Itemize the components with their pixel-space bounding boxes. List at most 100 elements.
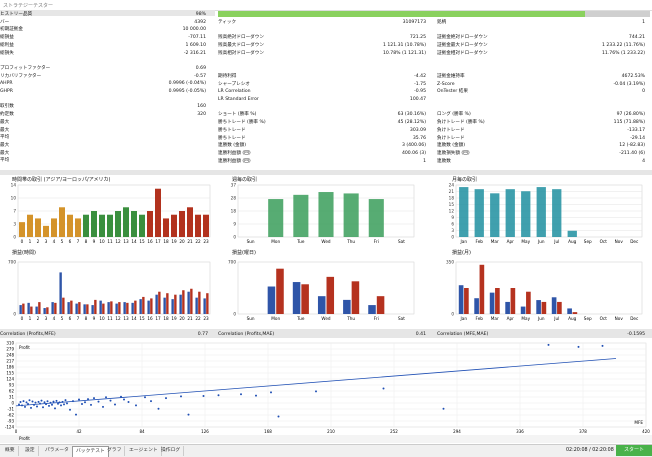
x-tick-label: Feb xyxy=(476,239,484,244)
stat-value: -2 316.21 xyxy=(183,50,206,56)
data-point xyxy=(21,404,23,407)
tab-1[interactable]: 設定 xyxy=(22,446,39,456)
tab-3[interactable]: バックテスト xyxy=(72,446,109,457)
stat-value: 98% xyxy=(195,12,206,17)
y-tick-label: 350 xyxy=(446,260,454,265)
tab-5[interactable]: エージェント xyxy=(126,446,162,456)
profit-bar xyxy=(195,297,198,314)
data-point xyxy=(60,404,62,407)
x-tick-label: 84 xyxy=(139,429,145,434)
loss-bar xyxy=(22,303,25,314)
x-tick-label: Sat xyxy=(398,239,405,244)
stat-label: 勝ちトレード xyxy=(218,127,246,133)
x-tick-label: Fri xyxy=(374,239,379,244)
stat-value: 35.76 xyxy=(412,135,426,141)
stat-row: ロング (勝率 %) 97 (26.80%) xyxy=(437,111,645,119)
stat-value: 0.69 xyxy=(195,65,206,71)
loss-bar xyxy=(301,284,309,314)
stat-value: 0.9996 (-0.04%) xyxy=(168,81,206,87)
tab-6[interactable]: 操作ログ xyxy=(158,446,185,456)
stat-value: 0.9995 (-0.05%) xyxy=(168,89,206,94)
y-tick-label: 0 xyxy=(13,312,16,317)
stat-row: 勝ちトレード 303.09 xyxy=(218,127,426,135)
y-tick-label: 186 xyxy=(6,365,14,370)
stat-value: 45 (28.12%) xyxy=(397,120,426,126)
loss-bar xyxy=(557,301,562,314)
data-point xyxy=(34,401,37,404)
x-tick-label: 21 xyxy=(187,239,193,244)
x-tick-label: 12 xyxy=(115,239,121,244)
profit-bar xyxy=(123,302,126,314)
x-tick-label: Jul xyxy=(553,239,559,244)
x-tick-label: 23 xyxy=(203,239,209,244)
start-button[interactable]: スタート xyxy=(616,445,652,456)
bar xyxy=(59,207,65,237)
data-point xyxy=(18,403,20,406)
y-tick-label: 18 xyxy=(231,209,237,214)
y-tick-label: 12 xyxy=(449,209,455,214)
stat-row: 負けトレード (勝率 %) 115 (71.88%) xyxy=(437,119,645,127)
y-tick-label: 0 xyxy=(233,235,236,240)
x-tick-label: 10 xyxy=(99,239,105,244)
stat-label: ヒストリー品質 xyxy=(0,12,33,17)
data-point xyxy=(90,403,92,406)
stat-value: 63 (30.16%) xyxy=(397,112,426,118)
data-point xyxy=(39,402,41,405)
profit-bar xyxy=(179,294,182,314)
stat-label: バー xyxy=(0,19,10,25)
correlation-value: -0.1595 xyxy=(627,332,645,337)
profit-bar xyxy=(567,308,572,314)
stat-row: 総損益 -707.11 xyxy=(0,34,206,42)
x-tick-label: Nov xyxy=(615,316,624,321)
stat-value: 1 233.22 (11.76%) xyxy=(601,43,645,49)
x-tick-label: Sun xyxy=(247,239,255,244)
bar xyxy=(490,193,500,237)
bar xyxy=(67,214,73,237)
data-point xyxy=(54,407,56,410)
trend-line xyxy=(15,358,617,407)
x-tick-label: 19 xyxy=(171,239,177,244)
progress-fill xyxy=(218,11,586,17)
data-point xyxy=(33,403,35,406)
y-tick-label: 9 xyxy=(233,222,236,227)
x-tick-label: 6 xyxy=(69,316,72,321)
bar xyxy=(552,189,562,237)
x-tick-label: 17 xyxy=(155,239,161,244)
stat-value: 1 xyxy=(423,158,426,164)
data-point xyxy=(19,401,22,404)
loss-bar xyxy=(510,288,516,314)
y-tick-label: -93 xyxy=(7,419,14,424)
stat-value: 160 xyxy=(197,104,206,110)
correlation-header-strip xyxy=(0,329,652,338)
x-tick-label: 13 xyxy=(123,316,129,321)
y-tick-label: -124 xyxy=(5,425,15,430)
stat-row: 連勝利益額 (回) 1 xyxy=(218,158,426,166)
stat-value: 1 121.31 (10.78%) xyxy=(382,43,426,49)
data-point xyxy=(46,400,49,403)
chart-title-pl-weekday: 損益(曜日) xyxy=(232,250,256,256)
stat-label: 負けトレード xyxy=(437,127,465,133)
stat-row: ティック 31097173 xyxy=(218,19,426,27)
tab-0[interactable]: 概要 xyxy=(2,446,19,456)
x-tick-label: Jun xyxy=(537,239,545,244)
tab-4[interactable]: グラフ xyxy=(104,446,126,456)
x-tick-label: Tue xyxy=(296,316,305,321)
data-point xyxy=(51,403,53,406)
stat-row: 残高絶対ドローダウン 721.25 xyxy=(218,34,426,42)
stat-label: ティック xyxy=(218,20,237,25)
stat-label: プロフィットファクター xyxy=(0,65,51,71)
x-tick-label: 5 xyxy=(61,316,64,321)
stat-value: -1.75 xyxy=(414,81,426,87)
y-tick-label: 0 xyxy=(11,401,14,406)
tab-2[interactable]: パラメータ xyxy=(42,446,73,456)
bar xyxy=(123,207,129,237)
y-tick-label: 124 xyxy=(6,377,14,382)
x-tick-label: 126 xyxy=(201,429,209,434)
profit-bar xyxy=(35,306,38,314)
status-time: 02:20:08 / 02:20:08 xyxy=(566,448,614,453)
stat-label: 負けトレード xyxy=(437,135,465,141)
stat-label: 連勝利益額 (回) xyxy=(218,150,251,156)
stat-value: 100.47 xyxy=(409,97,426,102)
data-point xyxy=(315,390,317,393)
x-tick-label: Thu xyxy=(346,239,355,244)
